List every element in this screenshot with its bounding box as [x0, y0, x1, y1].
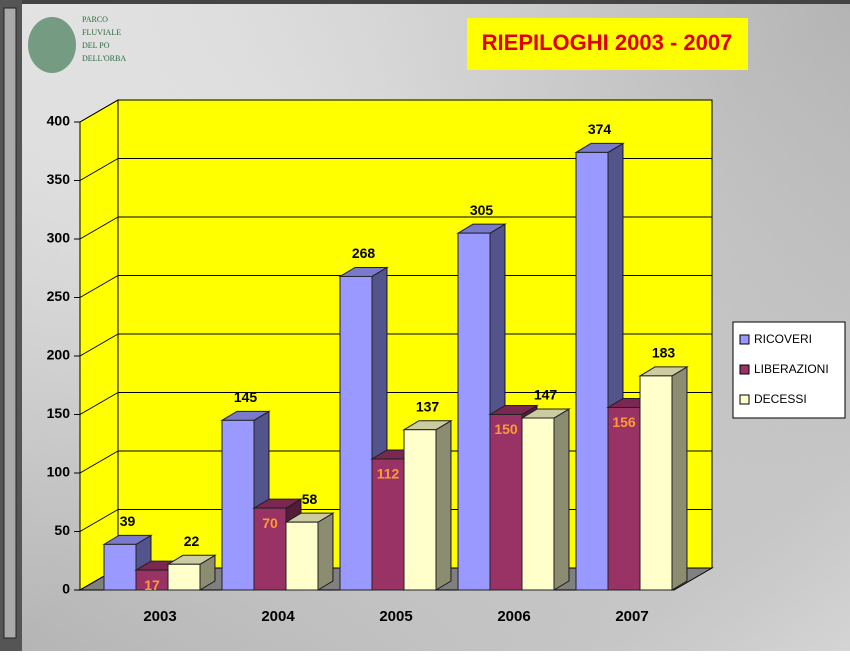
grid-line: [79, 450, 119, 474]
logo-text: DEL PO: [82, 41, 110, 50]
legend-swatch: [739, 394, 750, 405]
bar-side-shade: [436, 420, 451, 590]
bar: [167, 563, 201, 591]
bar: [607, 406, 641, 591]
data-label: 137: [416, 398, 440, 414]
legend-swatch: [739, 364, 750, 375]
chart-title: RIEPILOGHI 2003 - 2007: [482, 30, 733, 55]
bar: [285, 521, 319, 591]
bar-top-shade: [168, 555, 215, 565]
y-tick-label: 0: [62, 581, 70, 597]
data-label: 147: [534, 387, 558, 403]
logo-text: DELL'ORBA: [82, 54, 126, 63]
x-tick-label: 2006: [497, 608, 530, 625]
y-tick-label: 350: [47, 171, 71, 187]
data-label: 17: [144, 577, 160, 593]
data-label: 70: [262, 515, 278, 531]
grid-line: [79, 99, 119, 123]
bar-top-shade: [640, 366, 687, 376]
bar-top-shade: [490, 405, 537, 415]
bar-top-shade: [576, 143, 623, 153]
y-tick-label: 200: [47, 347, 71, 363]
bar-top-shade: [254, 499, 301, 509]
bar-side-shade: [318, 513, 333, 590]
y-tick-label: 300: [47, 230, 71, 246]
grid-line: [79, 158, 119, 181]
data-label: 22: [184, 533, 200, 549]
grid-line: [79, 216, 119, 240]
bar-top-shade: [222, 411, 269, 421]
data-label: 268: [352, 245, 376, 261]
bar: [521, 417, 555, 591]
left-frame: [3, 7, 17, 639]
bar: [575, 151, 609, 591]
x-tick-label: 2005: [379, 608, 412, 625]
y-tick-label: 400: [47, 113, 71, 129]
bar-side-shade: [554, 409, 569, 590]
grid-line: [79, 509, 119, 532]
data-label: 145: [234, 389, 258, 405]
bar: [489, 414, 523, 591]
data-label: 112: [377, 466, 400, 482]
data-label: 305: [470, 202, 494, 218]
data-label: 39: [120, 513, 136, 529]
bar-top-shade: [340, 267, 387, 277]
bar-side-shade: [200, 555, 215, 590]
data-label: 156: [612, 414, 636, 430]
grid-line: [79, 333, 119, 357]
data-label: 183: [652, 345, 676, 361]
bar: [403, 429, 437, 591]
logo-text: FLUVIALE: [82, 28, 121, 37]
bar-top-shade: [458, 224, 505, 234]
bar: [221, 419, 255, 591]
bar: [339, 275, 373, 591]
grid-line: [79, 392, 119, 415]
bar-top-shade: [404, 420, 451, 430]
bar: [639, 375, 673, 591]
bar-top-shade: [522, 409, 569, 419]
y-tick-label: 100: [47, 464, 71, 480]
legend-swatch: [739, 334, 750, 345]
top-border: [22, 0, 850, 4]
bar-top-shade: [104, 535, 151, 545]
logo: PARCO FLUVIALE DEL PO DELL'ORBA: [28, 15, 126, 73]
y-tick-label: 250: [47, 288, 71, 304]
logo-icon: [28, 17, 76, 73]
legend: [732, 321, 846, 419]
y-tick-label: 150: [47, 405, 71, 421]
bar-side-shade: [672, 366, 687, 590]
logo-text: PARCO: [82, 15, 108, 24]
bar: [103, 543, 137, 591]
title-box: [467, 18, 748, 70]
legend-label: DECESSI: [754, 392, 807, 406]
grid-line: [79, 275, 119, 298]
legend-label: RICOVERI: [754, 332, 812, 346]
bar: [457, 232, 491, 591]
x-tick-label: 2003: [143, 608, 176, 625]
data-label: 58: [302, 491, 318, 507]
bar-top-shade: [286, 513, 333, 523]
bar: [253, 507, 287, 591]
data-label: 374: [588, 121, 612, 137]
x-tick-label: 2004: [261, 608, 295, 625]
data-label: 150: [494, 421, 518, 437]
x-tick-label: 2007: [615, 608, 648, 625]
legend-label: LIBERAZIONI: [754, 362, 829, 376]
y-tick-label: 50: [54, 522, 70, 538]
